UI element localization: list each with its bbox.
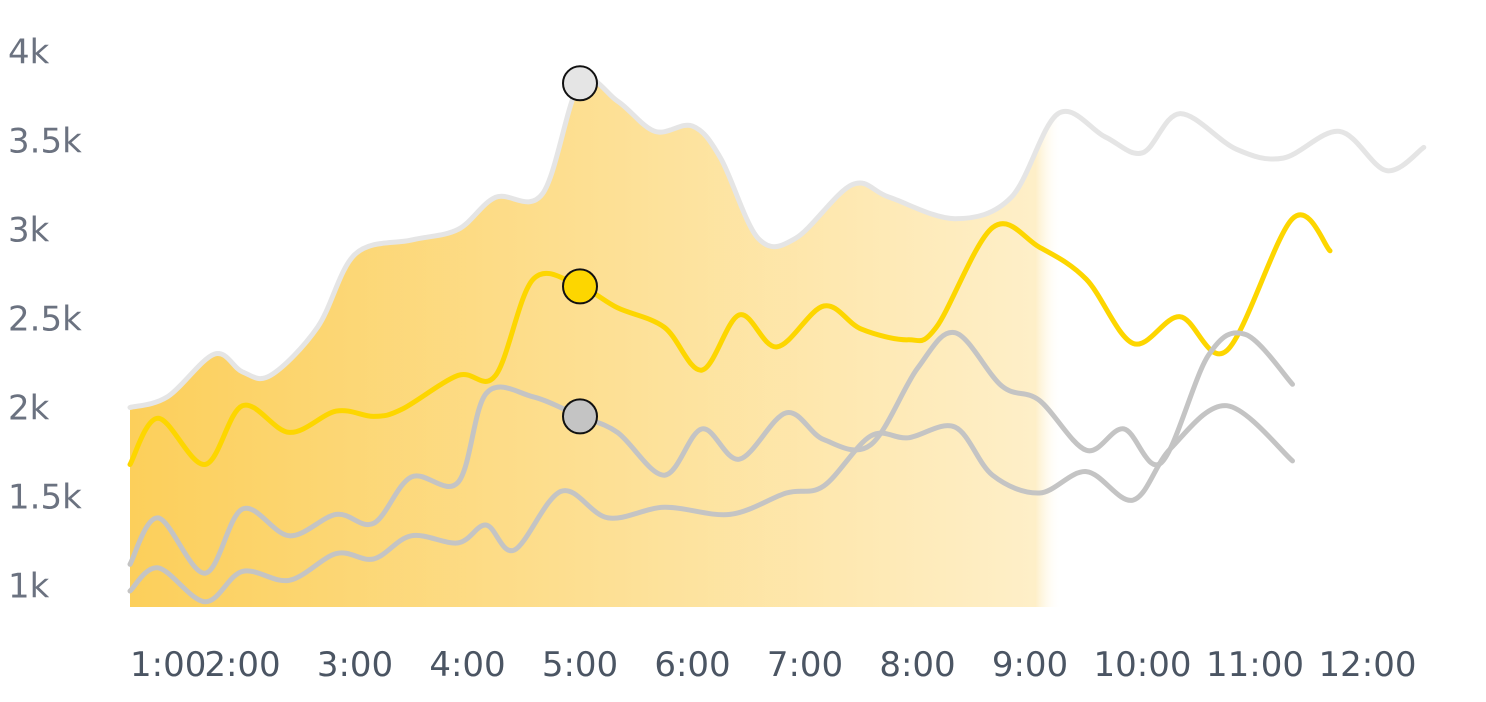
series-1-highlight-point[interactable] xyxy=(562,268,598,305)
series-1-line xyxy=(127,212,1333,467)
series-2-highlight-point[interactable] xyxy=(562,398,598,435)
series-2-line xyxy=(127,330,1295,576)
x-axis: 1:002:00 3:00 4:00 5:00 6:00 7:00 8:00 9:00 10:0… xyxy=(130,645,1416,685)
x-tick-label: 4:00 xyxy=(429,645,505,685)
y-tick-label: 3.5k xyxy=(8,121,82,161)
series-lines-layer xyxy=(127,76,1427,605)
y-tick-label: 1k xyxy=(8,567,50,607)
x-tick-label: 7:00 xyxy=(767,645,843,685)
series-0-area xyxy=(130,78,1424,608)
x-tick-label: 2:00 xyxy=(204,645,280,685)
x-tick-label: 1:00 xyxy=(130,645,206,685)
series-3-line xyxy=(127,403,1295,605)
x-tick-label: 3:00 xyxy=(317,645,393,685)
series-0-line xyxy=(127,76,1427,410)
series-0-highlight-point[interactable] xyxy=(562,65,598,102)
y-tick-label: 4k xyxy=(8,32,50,72)
x-tick-label: 8:00 xyxy=(879,645,955,685)
y-tick-label: 3k xyxy=(8,210,50,250)
x-tick-label: 6:00 xyxy=(654,645,730,685)
x-tick-label: 9:00 xyxy=(992,645,1068,685)
x-tick-label: 11:00 xyxy=(1206,645,1304,685)
area-fill-layer xyxy=(130,78,1424,608)
y-tick-label: 2.5k xyxy=(8,299,82,339)
y-tick-label: 2k xyxy=(8,389,50,429)
y-axis: 1k 1.5k 2k 2.5k 3k 3.5k 4k xyxy=(8,32,82,606)
x-tick-label: 5:00 xyxy=(542,645,618,685)
x-tick-label: 10:00 xyxy=(1094,645,1192,685)
highlight-markers-layer xyxy=(562,65,598,435)
x-tick-label: 12:00 xyxy=(1319,645,1417,685)
y-tick-label: 1.5k xyxy=(8,478,82,518)
